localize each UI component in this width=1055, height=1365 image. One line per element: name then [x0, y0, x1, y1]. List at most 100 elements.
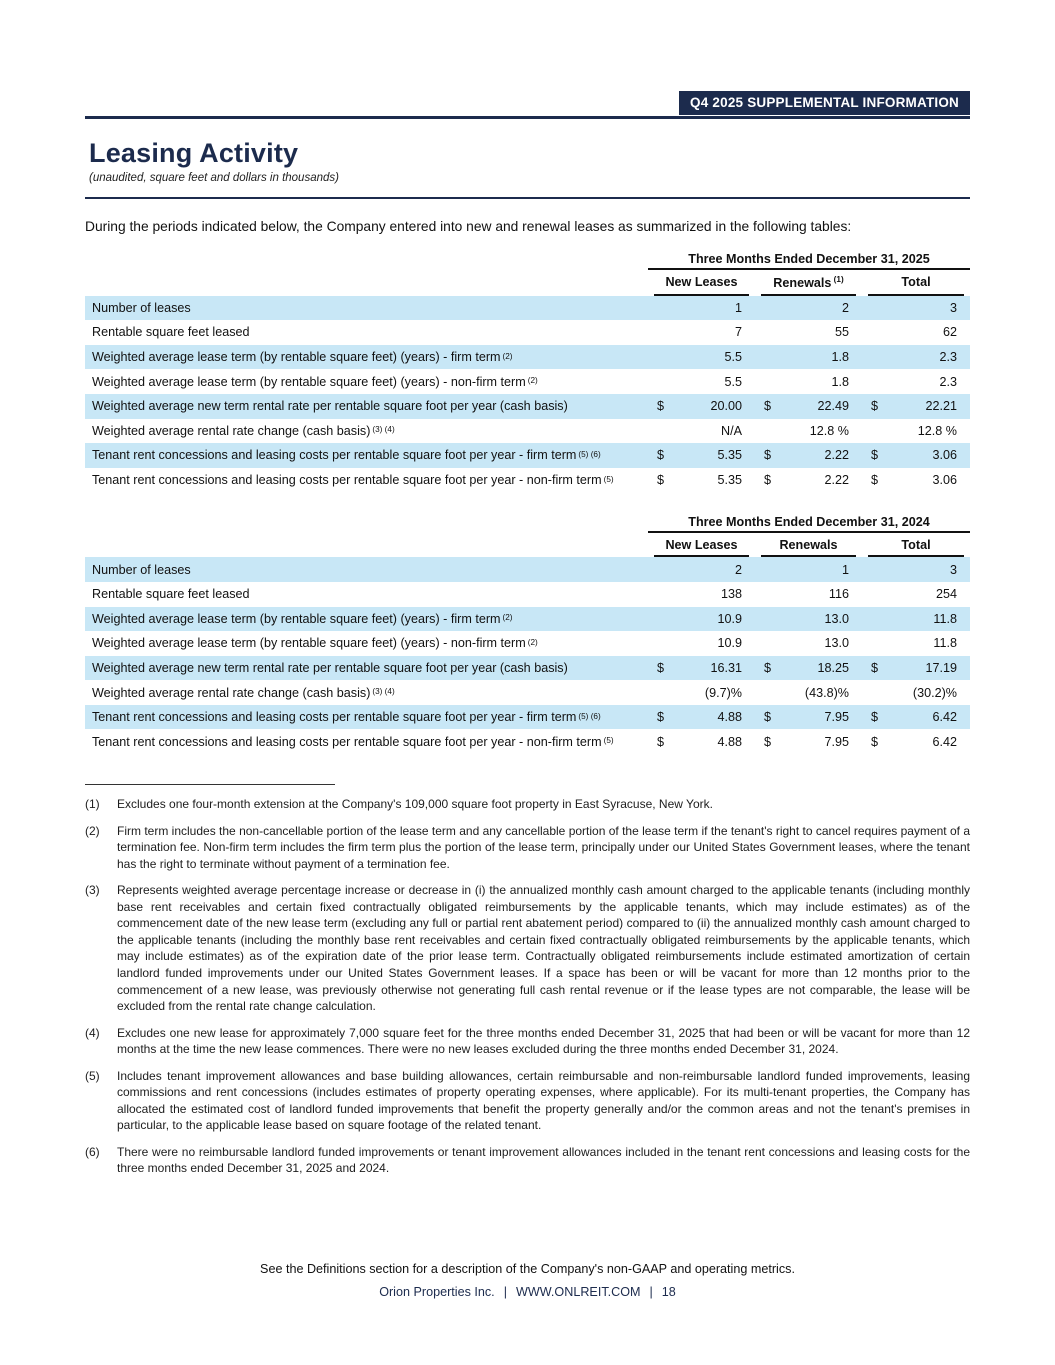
footnote-number: (3): [85, 883, 100, 898]
table-cell: 3: [862, 557, 970, 582]
row-label: Weighted average new term rental rate pe…: [92, 399, 568, 414]
table-cell: $2.22: [755, 443, 862, 468]
cell-value: 10.9: [717, 636, 742, 651]
website-link[interactable]: WWW.ONLREIT.COM: [515, 1285, 641, 1299]
table-row: Weighted average new term rental rate pe…: [85, 393, 970, 419]
cell-value: 11.8: [933, 636, 957, 651]
cell-value: 5.5: [724, 374, 742, 389]
dollar-sign: $: [871, 734, 879, 749]
row-label: Tenant rent concessions and leasing cost…: [92, 448, 601, 463]
table-cell: $6.42: [862, 729, 970, 754]
dollar-sign: $: [764, 660, 772, 675]
table-row: Weighted average lease term (by rentable…: [85, 631, 970, 656]
table-cell: (30.2)%: [862, 680, 970, 705]
table-period-header: Three Months Ended December 31, 2024: [648, 515, 970, 534]
page-subtitle: (unaudited, square feet and dollars in t…: [89, 172, 339, 184]
row-label: Number of leases: [92, 562, 191, 577]
cell-value: 16.31: [710, 660, 742, 675]
cell-value: 10.9: [717, 611, 742, 626]
cell-value: (43.8)%: [804, 685, 849, 700]
footnote-text: Firm term includes the non-cancellable p…: [117, 823, 970, 871]
footnote-number: (5): [85, 1068, 100, 1083]
dollar-sign: $: [764, 473, 772, 488]
cell-value: 1: [734, 300, 742, 315]
cell-value: 3: [949, 562, 957, 577]
table-cell: $16.31: [648, 656, 755, 681]
row-label: Weighted average rental rate change (cas…: [92, 423, 395, 438]
table-cell: 12.8 %: [755, 419, 862, 444]
dollar-sign: $: [871, 710, 879, 725]
table-cell: $3.06: [862, 443, 970, 468]
footnote-item: (3) Represents weighted average percentag…: [85, 882, 970, 1014]
table-column-header: New Leases: [648, 270, 755, 296]
row-label: Weighted average lease term (by rentable…: [92, 636, 538, 651]
cell-value: 1: [841, 562, 849, 577]
cell-value: 6.42: [932, 734, 957, 749]
cell-value: 17.19: [925, 660, 957, 675]
table-cell: $20.00: [648, 394, 755, 419]
cell-value: 13.0: [824, 611, 849, 626]
table-label-spacer: [85, 252, 648, 270]
dollar-sign: $: [871, 448, 879, 463]
table-cell: $4.88: [648, 705, 755, 730]
page-title: Leasing Activity: [89, 138, 299, 168]
footer-separator: |: [503, 1285, 507, 1299]
table-row: Number of leases 2 1 3: [85, 557, 970, 582]
table-row: Weighted average lease term (by rentable…: [85, 344, 970, 370]
row-label: Number of leases: [92, 300, 191, 315]
table-cell: $5.35: [648, 468, 755, 493]
cell-value: 3.06: [932, 448, 957, 463]
footnote-number: (4): [85, 1025, 100, 1040]
table-column-header: New Leases: [648, 533, 755, 558]
row-label: Weighted average rental rate change (cas…: [92, 685, 395, 700]
intro-paragraph: During the periods indicated below, the …: [85, 219, 852, 234]
cell-value: 116: [828, 587, 849, 602]
dollar-sign: $: [764, 710, 772, 725]
cell-value: 7: [734, 325, 742, 340]
row-label: Rentable square feet leased: [92, 587, 250, 602]
table-row: Number of leases 1 2 3: [85, 295, 970, 321]
table-cell: 1.8: [755, 345, 862, 370]
footnote-item: (6) There were no reimbursable landlord f…: [85, 1144, 970, 1177]
table-column-header-row: New Leases Renewals (1) Total: [85, 270, 970, 296]
cell-value: 5.35: [717, 473, 742, 488]
footnote-text: There were no reimbursable landlord fund…: [117, 1144, 970, 1176]
footnote-item: (5) Includes tenant improvement allowance…: [85, 1068, 970, 1134]
table-row: Rentable square feet leased 138 116 254: [85, 582, 970, 607]
table-cell: $5.35: [648, 443, 755, 468]
table-cell: 254: [862, 582, 970, 607]
dollar-sign: $: [657, 710, 665, 725]
cell-value: 22.49: [817, 399, 849, 414]
leasing-table-q4-2025: Three Months Ended December 31, 2025 New …: [85, 252, 970, 492]
table-row: Tenant rent concessions and leasing cost…: [85, 443, 970, 468]
row-label: Weighted average lease term (by rentable…: [92, 374, 538, 389]
footnote-number: (6): [85, 1144, 100, 1159]
cell-value: 11.8: [933, 611, 957, 626]
table-period-header: Three Months Ended December 31, 2025: [648, 252, 970, 271]
page-number: 18: [661, 1285, 676, 1299]
cell-value: (30.2)%: [912, 685, 957, 700]
row-label: Tenant rent concessions and leasing cost…: [92, 734, 614, 749]
table-cell: $17.19: [862, 656, 970, 681]
cell-value: 7.95: [824, 710, 849, 725]
table-cell: 138: [648, 582, 755, 607]
cell-value: 13.0: [824, 636, 849, 651]
table-cell: (9.7)%: [648, 680, 755, 705]
table-cell: $22.49: [755, 394, 862, 419]
table-row: Tenant rent concessions and leasing cost…: [85, 468, 970, 493]
cell-value: 18.25: [817, 660, 849, 675]
table-cell: 62: [862, 320, 970, 345]
table-cell: 2.3: [862, 369, 970, 394]
footnote-item: (2) Firm term includes the non-cancellabl…: [85, 823, 970, 873]
company-name: Orion Properties Inc.: [379, 1285, 495, 1299]
header-rule: [85, 116, 970, 119]
footnote-text: Includes tenant improvement allowances a…: [117, 1068, 970, 1133]
table-row: Weighted average rental rate change (cas…: [85, 680, 970, 705]
cell-value: 20.00: [710, 399, 742, 414]
row-label: Weighted average lease term (by rentable…: [92, 350, 513, 365]
cell-value: 2.22: [824, 473, 849, 488]
cell-value: 62: [942, 325, 957, 340]
table-cell: 55: [755, 320, 862, 345]
content: Q4 2025 SUPPLEMENTAL INFORMATION Leasing…: [85, 0, 970, 1177]
dollar-sign: $: [657, 473, 665, 488]
